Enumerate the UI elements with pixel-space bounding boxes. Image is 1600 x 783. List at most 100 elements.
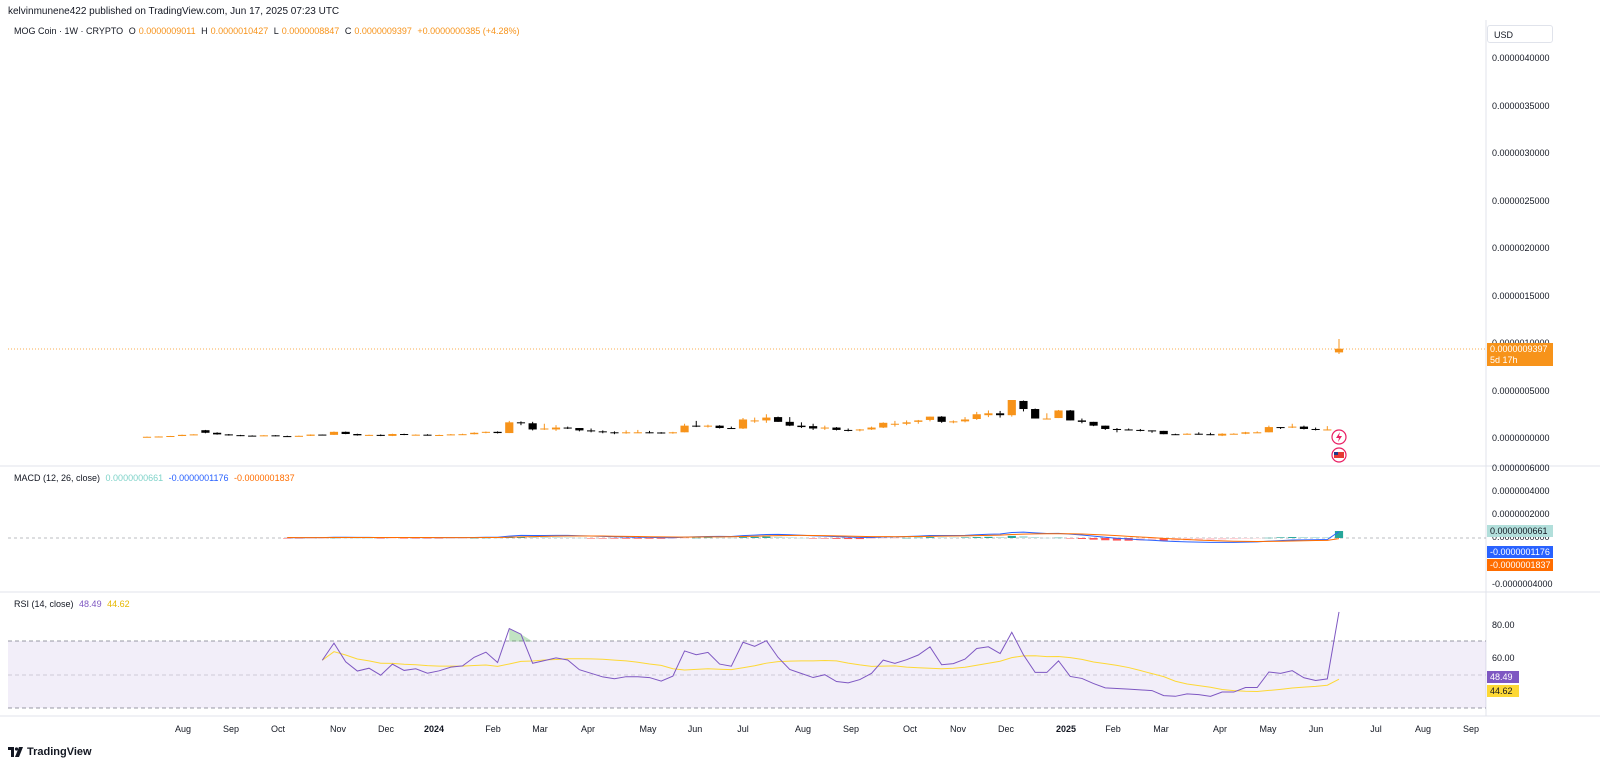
macd-title[interactable]: MACD (12, 26, close) bbox=[14, 473, 101, 483]
candle-body bbox=[446, 434, 455, 436]
macd-tick: 0.0000002000 bbox=[1492, 509, 1550, 519]
flash-icon[interactable] bbox=[1331, 429, 1347, 445]
candle-body bbox=[1334, 348, 1344, 353]
macd-hist-bar bbox=[1159, 538, 1168, 541]
time-tick: Aug bbox=[175, 724, 191, 734]
candle-body bbox=[586, 430, 596, 432]
macd-legend: MACD (12, 26, close) 0.0000000661 -0.000… bbox=[14, 473, 298, 483]
macd-hist-bar bbox=[388, 538, 397, 539]
candle-body bbox=[657, 432, 666, 434]
candle-body bbox=[1031, 409, 1040, 419]
price-tick: 0.0000030000 bbox=[1492, 148, 1550, 158]
macd-hist-bar bbox=[773, 536, 783, 538]
time-tick: Jul bbox=[737, 724, 749, 734]
macd-hist-bar bbox=[364, 537, 374, 539]
close-value: 0.0000009397 bbox=[354, 26, 412, 36]
price-tick: 0.0000000000 bbox=[1492, 433, 1550, 443]
macd-hist-bar bbox=[1147, 538, 1157, 541]
macd-hist-tag: 0.0000000661 bbox=[1487, 525, 1553, 537]
macd-hist-bar bbox=[914, 537, 923, 539]
macd-hist-bar bbox=[470, 537, 479, 539]
macd-hist-bar bbox=[1264, 537, 1273, 539]
candle-body bbox=[505, 422, 514, 434]
currency-button[interactable]: USD bbox=[1487, 25, 1553, 43]
macd-hist-bar bbox=[435, 538, 444, 539]
candle-body bbox=[1089, 421, 1098, 426]
candle-body bbox=[177, 434, 187, 437]
rsi-title[interactable]: RSI (14, close) bbox=[14, 599, 74, 609]
macd-axis[interactable]: 0.0000006000 0.0000004000 0.0000002000 0… bbox=[1492, 463, 1553, 589]
candle-body bbox=[797, 425, 806, 428]
candle-body bbox=[1241, 432, 1250, 434]
candle-body bbox=[738, 419, 748, 429]
macd-line-value: -0.0000001176 bbox=[168, 473, 229, 483]
macd-hist-bar bbox=[692, 537, 701, 539]
open-label: O bbox=[128, 26, 136, 36]
open-value: 0.0000009011 bbox=[138, 26, 196, 36]
time-tick: Oct bbox=[903, 724, 918, 734]
candle-body bbox=[855, 429, 864, 431]
time-tick: Dec bbox=[378, 724, 395, 734]
candle-body bbox=[271, 435, 280, 437]
candle-body bbox=[166, 436, 175, 438]
candlestick-series bbox=[142, 338, 1344, 438]
candle-body bbox=[762, 417, 771, 421]
time-tick: Jul bbox=[1370, 724, 1382, 734]
candle-body bbox=[376, 434, 385, 436]
macd-hist-bar bbox=[809, 538, 818, 539]
macd-hist-bar bbox=[540, 537, 549, 538]
candle-body bbox=[1077, 420, 1086, 422]
macd-hist-bar bbox=[528, 536, 537, 538]
candle-body bbox=[551, 427, 561, 430]
candle-body bbox=[364, 434, 374, 436]
macd-hist-bar bbox=[610, 538, 619, 539]
macd-hist-bar bbox=[633, 538, 642, 539]
candle-body bbox=[1124, 429, 1133, 431]
macd-hist-bar bbox=[902, 537, 911, 539]
candle-body bbox=[1218, 433, 1227, 436]
candle-body bbox=[1159, 430, 1168, 435]
price-axis[interactable]: 0.0000040000 0.0000035000 0.0000030000 0… bbox=[1492, 53, 1550, 443]
macd-hist-bar bbox=[657, 538, 666, 539]
macd-hist-bar bbox=[1253, 538, 1262, 539]
macd-hist-bar bbox=[996, 536, 1005, 538]
candle-body bbox=[318, 434, 327, 436]
candle-body bbox=[668, 432, 677, 434]
rsi-line bbox=[321, 611, 1340, 697]
macd-hist-bar bbox=[867, 538, 876, 539]
price-tick: 0.0000005000 bbox=[1492, 386, 1550, 396]
rsi-tag: 48.49 bbox=[1487, 671, 1519, 683]
flag-icon[interactable] bbox=[1331, 447, 1347, 463]
time-tick: Aug bbox=[1415, 724, 1431, 734]
candle-body bbox=[610, 432, 619, 434]
candle-body bbox=[1066, 410, 1075, 421]
candle-body bbox=[493, 431, 502, 434]
candle-body bbox=[984, 413, 993, 416]
symbol-name[interactable]: MOG Coin · 1W · CRYPTO bbox=[14, 26, 124, 36]
macd-hist-bar bbox=[1241, 538, 1250, 539]
candle-body bbox=[306, 434, 315, 436]
rsi-band bbox=[8, 641, 1486, 708]
time-tick: Dec bbox=[998, 724, 1015, 734]
macd-hist-bar bbox=[750, 536, 759, 538]
macd-hist-bar bbox=[423, 538, 432, 539]
rsi-axis[interactable]: 80.00 60.00 bbox=[1492, 620, 1515, 663]
macd-hist-bar bbox=[1288, 537, 1297, 538]
candle-body bbox=[388, 434, 397, 436]
countdown-tag: 5d 17h bbox=[1487, 354, 1553, 366]
candle-body bbox=[423, 434, 432, 436]
macd-hist-bar bbox=[598, 538, 607, 539]
macd-signal-value: -0.0000001837 bbox=[234, 473, 295, 483]
rsi-ma-tag: 44.62 bbox=[1487, 685, 1519, 697]
candle-body bbox=[248, 435, 257, 437]
time-axis[interactable]: Aug Sep Oct Nov Dec 2024 Feb Mar Apr May Jun Jul Aug… bbox=[175, 724, 1479, 734]
close-label: C bbox=[344, 26, 352, 36]
macd-hist-bar bbox=[586, 538, 596, 539]
tradingview-logo[interactable]: TradingView bbox=[8, 746, 92, 758]
candle-body bbox=[353, 434, 362, 436]
macd-hist-bar bbox=[353, 537, 362, 539]
macd-histogram bbox=[283, 531, 1344, 541]
time-tick: Jun bbox=[688, 724, 703, 734]
candle-body bbox=[341, 431, 350, 435]
